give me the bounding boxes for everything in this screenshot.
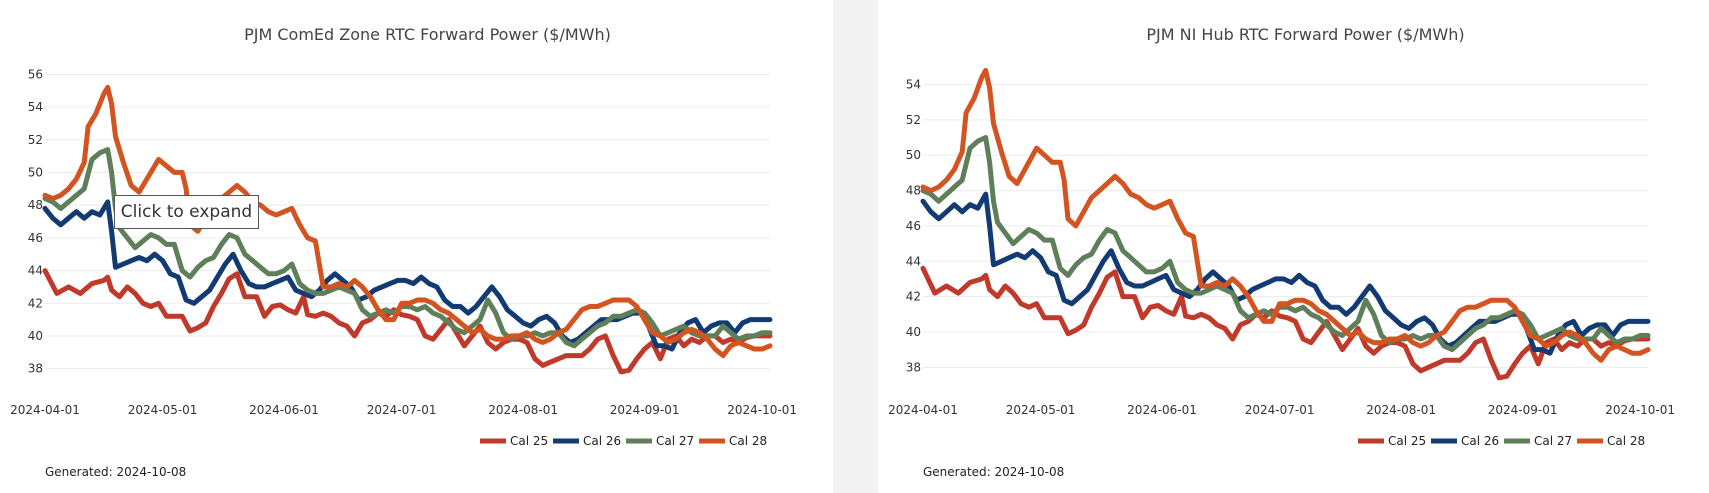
y-tick-label: 52 xyxy=(906,113,921,127)
y-tick-label: 38 xyxy=(28,362,43,376)
y-tick-label: 52 xyxy=(28,133,43,147)
x-tick-label: 2024-07-01 xyxy=(367,403,437,417)
x-tick-label: 2024-07-01 xyxy=(1245,403,1315,417)
y-tick-label: 42 xyxy=(28,296,43,310)
y-tick-label: 48 xyxy=(906,184,921,198)
chart-title: PJM NI Hub RTC Forward Power ($/MWh) xyxy=(1146,25,1464,44)
legend-label[interactable]: Cal 27 xyxy=(656,434,694,448)
chart-panel-comed: PJM ComEd Zone RTC Forward Power ($/MWh)… xyxy=(0,0,833,493)
y-tick-label: 44 xyxy=(28,264,43,278)
y-tick-label: 46 xyxy=(906,219,921,233)
legend-label[interactable]: Cal 28 xyxy=(729,434,767,448)
series-line-cal-28 xyxy=(920,67,1651,363)
x-tick-label: 2024-08-01 xyxy=(1366,403,1436,417)
ni-hub-chart: PJM NI Hub RTC Forward Power ($/MWh) 38 40… xyxy=(888,25,1675,448)
comed-chart: PJM ComEd Zone RTC Forward Power ($/MWh)… xyxy=(10,25,797,448)
chart-panel-ni-hub: PJM NI Hub RTC Forward Power ($/MWh) 38 40… xyxy=(878,0,1709,493)
x-tick-label: 2024-10-01 xyxy=(727,403,797,417)
x-tick-label: 2024-04-01 xyxy=(888,403,958,417)
x-tick-label: 2024-05-01 xyxy=(1006,403,1076,417)
y-tick-label: 54 xyxy=(906,78,921,92)
y-tick-label: 48 xyxy=(28,198,43,212)
x-tick-label: 2024-10-01 xyxy=(1605,403,1675,417)
y-tick-label: 54 xyxy=(28,100,43,114)
legend-label[interactable]: Cal 25 xyxy=(1388,434,1426,448)
legend-label[interactable]: Cal 28 xyxy=(1607,434,1645,448)
y-tick-label: 40 xyxy=(906,325,921,339)
chart-title: PJM ComEd Zone RTC Forward Power ($/MWh) xyxy=(244,25,611,44)
panel-divider xyxy=(833,0,878,493)
generated-label: Generated: 2024-10-08 xyxy=(923,465,1065,479)
x-tick-label: 2024-09-01 xyxy=(1488,403,1558,417)
y-tick-label: 56 xyxy=(28,67,43,81)
series-line-cal-28 xyxy=(42,84,773,359)
y-tick-label: 42 xyxy=(906,290,921,304)
x-tick-label: 2024-08-01 xyxy=(488,403,558,417)
x-tick-label: 2024-05-01 xyxy=(128,403,198,417)
generated-label: Generated: 2024-10-08 xyxy=(45,465,187,479)
legend-label[interactable]: Cal 25 xyxy=(510,434,548,448)
click-to-expand-tooltip[interactable]: Click to expand xyxy=(114,195,259,229)
series-line-cal-26 xyxy=(920,191,1651,356)
series-line-cal-25 xyxy=(920,265,1651,381)
legend-label[interactable]: Cal 26 xyxy=(583,434,621,448)
y-tick-label: 38 xyxy=(906,360,921,374)
legend-label[interactable]: Cal 26 xyxy=(1461,434,1499,448)
y-tick-label: 40 xyxy=(28,329,43,343)
legend-label[interactable]: Cal 27 xyxy=(1534,434,1572,448)
series-line-cal-25 xyxy=(42,268,773,375)
x-tick-label: 2024-06-01 xyxy=(1127,403,1197,417)
x-tick-label: 2024-09-01 xyxy=(610,403,680,417)
y-tick-label: 44 xyxy=(906,254,921,268)
x-tick-label: 2024-06-01 xyxy=(249,403,319,417)
y-tick-label: 50 xyxy=(906,148,921,162)
y-tick-label: 50 xyxy=(28,165,43,179)
x-tick-label: 2024-04-01 xyxy=(10,403,80,417)
y-tick-label: 46 xyxy=(28,231,43,245)
